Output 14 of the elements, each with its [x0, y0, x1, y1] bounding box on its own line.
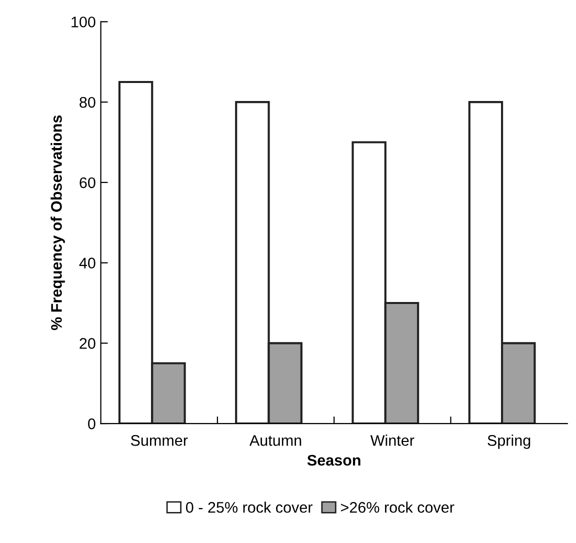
y-tick-label: 80: [80, 96, 96, 108]
y-tick-label: 20: [80, 338, 96, 349]
y-tick-label: 60: [80, 177, 96, 188]
legend-label: 0 - 25% rock cover: [186, 502, 312, 513]
y-axis-title: % Frequency of Observations: [50, 115, 65, 330]
y-tick-label: 100: [72, 16, 96, 28]
x-tick-label: Spring: [488, 434, 530, 449]
legend-label: >26% rock cover: [340, 502, 454, 513]
y-tick-label: 0: [88, 418, 96, 430]
x-tick-label: Autumn: [249, 435, 302, 446]
x-tick-label: Summer: [130, 435, 188, 446]
x-axis-title: Season: [307, 454, 360, 466]
x-tick-label: Winter: [370, 434, 414, 446]
y-tick-label: 40: [79, 258, 96, 268]
